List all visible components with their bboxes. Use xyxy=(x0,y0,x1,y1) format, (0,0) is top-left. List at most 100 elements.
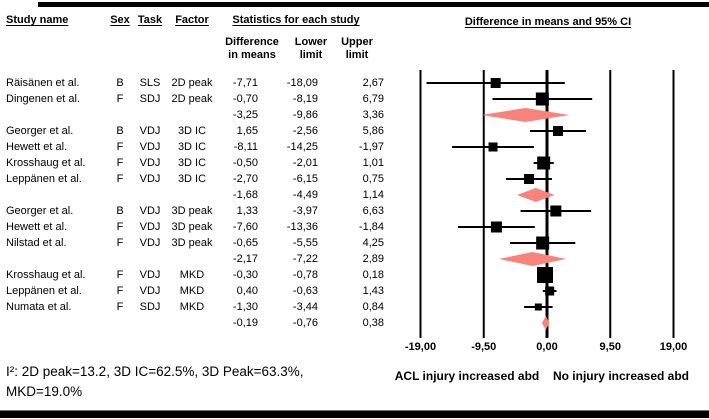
cell-factor: 3D peak xyxy=(171,237,213,249)
cell-sex: F xyxy=(116,237,124,249)
bottom-border-bar xyxy=(0,410,709,418)
cell-sex: B xyxy=(116,77,124,89)
table-row: Krosshaug et al. F VDJ MKD -0,30 -0,78 0,18 xyxy=(0,267,400,283)
cell-difference: -1,68 xyxy=(232,189,258,201)
cell-upper-limit: 4,25 xyxy=(362,237,384,249)
cell-difference: -8,11 xyxy=(233,141,258,153)
column-header-study: Study name xyxy=(6,14,69,26)
cell-sex: F xyxy=(116,141,124,153)
cell-sex: F xyxy=(116,301,124,313)
cell-task: VDJ xyxy=(139,269,161,281)
summary-diamond xyxy=(541,316,550,330)
cell-factor: 2D peak xyxy=(171,93,213,105)
cell-sex: F xyxy=(116,157,124,169)
summary-diamond xyxy=(481,108,570,122)
cell-factor: 3D IC xyxy=(177,125,207,137)
cell-lower-limit: -5,55 xyxy=(292,237,318,249)
cell-study: Georger et al. xyxy=(6,205,74,217)
cell-upper-limit: 5,86 xyxy=(362,125,384,137)
cell-difference: -0,19 xyxy=(232,317,258,329)
table-row-summary: -2,17 -7,22 2,89 xyxy=(0,251,400,267)
cell-upper-limit: 3,36 xyxy=(362,109,384,121)
cell-lower-limit: -4,49 xyxy=(292,189,318,201)
summary-diamond xyxy=(517,188,555,202)
table-row-summary: -0,19 -0,76 0,38 xyxy=(0,315,400,331)
cell-study: Nilstad et al. xyxy=(6,237,67,249)
cell-lower-limit: -14,25 xyxy=(286,141,318,153)
cell-upper-limit: 6,63 xyxy=(362,205,384,217)
cell-study: Leppänen et al. xyxy=(6,173,82,185)
point-estimate-square xyxy=(534,303,542,311)
cell-study: Leppänen et al. xyxy=(6,285,82,297)
cell-study: Räisänen et al. xyxy=(6,77,80,89)
table-row: Räisänen et al. B SLS 2D peak -7,71 -18,09 2,6… xyxy=(0,75,400,91)
point-estimate-square xyxy=(535,92,549,106)
cell-task: VDJ xyxy=(139,205,161,217)
cell-factor: 3D peak xyxy=(171,221,213,233)
cell-factor: 3D peak xyxy=(171,205,213,217)
cell-difference: -1,30 xyxy=(232,301,258,313)
column-header-factor: Factor xyxy=(175,14,209,26)
cell-factor: 3D IC xyxy=(177,157,207,169)
table-row: Leppänen et al. F VDJ MKD 0,40 -0,63 1,43 xyxy=(0,283,400,299)
point-estimate-square xyxy=(490,78,501,88)
cell-upper-limit: 0,75 xyxy=(362,173,384,185)
table-row: Numata et al. F SDJ MKD -1,30 -3,44 0,84 xyxy=(0,299,400,315)
cell-task: SDJ xyxy=(139,93,161,105)
cell-task: VDJ xyxy=(139,285,161,297)
cell-difference: -0,65 xyxy=(232,237,258,249)
direction-label-right: No injury increased abd xyxy=(552,369,690,383)
cell-lower-limit: -3,44 xyxy=(292,301,318,313)
x-axis-tick: 0,00 xyxy=(536,341,558,353)
cell-study: Hewett et al. xyxy=(6,141,68,153)
table-row: Hewett et al. F VDJ 3D peak -7,60 -13,36 -1,84 xyxy=(0,219,400,235)
point-estimate-square xyxy=(537,156,551,170)
cell-upper-limit: 6,79 xyxy=(362,93,384,105)
cell-task: VDJ xyxy=(139,125,161,137)
cell-upper-limit: 0,38 xyxy=(362,317,384,329)
table-row: Hewett et al. F VDJ 3D IC -8,11 -14,25 -1,97 xyxy=(0,139,400,155)
cell-sex: B xyxy=(116,205,124,217)
column-header-statistics-group: Statistics for each study xyxy=(232,14,360,26)
point-estimate-square xyxy=(488,142,498,152)
cell-study: Dingenen et al. xyxy=(6,93,80,105)
column-header-difference-in-means: Difference in means xyxy=(225,36,279,61)
table-row: Georger et al. B VDJ 3D peak 1,33 -3,97 6,63 xyxy=(0,203,400,219)
cell-difference: 0,40 xyxy=(236,285,258,297)
cell-task: VDJ xyxy=(139,221,161,233)
cell-task: VDJ xyxy=(139,141,161,153)
x-axis-tick: -9,50 xyxy=(471,341,497,353)
cell-difference: -0,30 xyxy=(232,269,258,281)
direction-label-left: ACL injury increased abd xyxy=(394,369,540,383)
cell-difference: -0,70 xyxy=(232,93,258,105)
cell-difference: -2,17 xyxy=(232,253,258,265)
cell-upper-limit: 1,43 xyxy=(362,285,384,297)
cell-sex: F xyxy=(116,285,124,297)
cell-upper-limit: 0,84 xyxy=(362,301,384,313)
cell-lower-limit: -2,56 xyxy=(292,125,318,137)
cell-factor: 2D peak xyxy=(171,77,213,89)
x-axis-tick: -19,00 xyxy=(404,341,437,353)
cell-difference: 1,65 xyxy=(236,125,258,137)
x-axis-tick: 9,50 xyxy=(599,341,621,353)
column-header-task: Task xyxy=(137,14,163,26)
cell-study: Numata et al. xyxy=(6,301,72,313)
column-header-lower-limit: Lower limit xyxy=(294,36,328,61)
cell-task: VDJ xyxy=(139,173,161,185)
cell-upper-limit: 0,18 xyxy=(362,269,384,281)
point-estimate-square xyxy=(552,126,563,136)
plot-title: Difference in means and 95% CI xyxy=(464,16,632,28)
cell-task: VDJ xyxy=(139,237,161,249)
point-estimate-square xyxy=(490,221,502,233)
cell-study: Georger et al. xyxy=(6,125,74,137)
table-row: Nilstad et al. F VDJ 3D peak -0,65 -5,55 4,25 xyxy=(0,235,400,251)
table-row-summary: -1,68 -4,49 1,14 xyxy=(0,187,400,203)
x-axis-tick: 19,00 xyxy=(659,341,688,353)
cell-factor: MKD xyxy=(179,269,205,281)
cell-lower-limit: -3,97 xyxy=(292,205,318,217)
table-row: Dingenen et al. F SDJ 2D peak -0,70 -8,19 6,79 xyxy=(0,91,400,107)
cell-upper-limit: -1,97 xyxy=(358,141,384,153)
cell-factor: MKD xyxy=(179,285,205,297)
point-estimate-square xyxy=(545,286,555,296)
cell-study: Krosshaug et al. xyxy=(6,157,86,169)
